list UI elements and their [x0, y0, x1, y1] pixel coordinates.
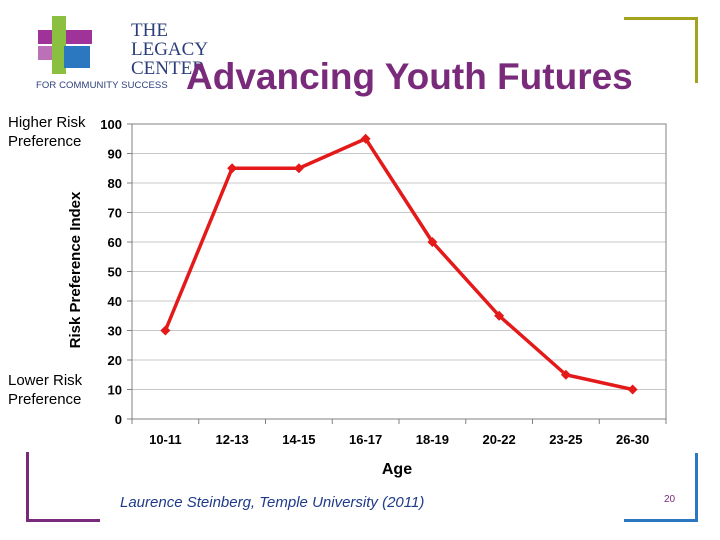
data-point-14-15 — [293, 163, 304, 174]
logo-line-3: CENTER — [131, 58, 205, 79]
x-tick-label-12-13: 12-13 — [216, 432, 249, 447]
y-tick-labels: 0 10 20 30 40 50 60 70 80 90 100 — [100, 117, 122, 427]
corner-decoration-top-right — [624, 17, 698, 20]
y-tick-label-0: 0 — [115, 412, 122, 427]
corner-decoration-top-right-vertical — [695, 17, 698, 83]
logo-line-1: THE — [131, 20, 168, 41]
data-point-12-13 — [227, 163, 238, 174]
y-tick-label-70: 70 — [108, 206, 122, 221]
x-tick-label-18-19: 18-19 — [416, 432, 449, 447]
y-tick-label-100: 100 — [100, 117, 122, 132]
corner-decoration-bottom-left-horizontal — [26, 519, 100, 522]
legacy-center-logo: THE LEGACY CENTER — [34, 16, 208, 94]
slide-number: 20 — [664, 494, 676, 505]
data-point-18-19 — [427, 237, 438, 247]
y-tick-label-50: 50 — [108, 265, 122, 280]
logo-cross-icon — [38, 16, 92, 74]
lower-risk-label: Lower Risk Preference — [8, 372, 83, 408]
y-axis-title: Risk Preference Index — [67, 191, 84, 348]
corner-decoration-bottom-right — [624, 519, 698, 522]
logo-line-2: LEGACY — [131, 39, 209, 60]
y-tick-label-90: 90 — [108, 147, 122, 162]
axes — [127, 123, 667, 424]
data-series — [160, 133, 638, 395]
x-tick-label-14-15: 14-15 — [282, 432, 315, 447]
corner-decoration-bottom-left — [26, 452, 29, 522]
y-tick-label-10: 10 — [108, 383, 122, 398]
data-point-10-11 — [160, 325, 171, 336]
data-point-20-22 — [494, 310, 505, 321]
higher-risk-label: Higher Risk Preference — [8, 114, 86, 150]
y-tick-label-60: 60 — [108, 235, 122, 250]
y-tick-label-40: 40 — [108, 294, 122, 309]
series-line-0 — [163, 137, 634, 392]
data-point-16-17 — [360, 133, 371, 144]
source-credit: Laurence Steinberg, Temple University (2… — [120, 494, 425, 511]
x-tick-label-26-30: 26-30 — [616, 432, 649, 447]
x-tick-label-16-17: 16-17 — [349, 432, 382, 447]
x-axis-title: Age — [382, 461, 412, 478]
logo-tagline: FOR COMMUNITY SUCCESS — [36, 80, 168, 91]
y-tick-label-30: 30 — [108, 324, 122, 339]
data-point-26-30 — [627, 384, 638, 395]
slide-title: Advancing Youth Futures — [186, 56, 633, 97]
grid-lines — [132, 123, 666, 390]
x-tick-labels: 10-11 12-13 14-15 16-17 18-19 20-22 23-25 26-30 — [149, 432, 649, 447]
x-tick-label-10-11: 10-11 — [149, 432, 182, 447]
x-tick-label-23-25: 23-25 — [549, 432, 582, 447]
y-tick-label-20: 20 — [108, 353, 122, 368]
data-point-23-25 — [560, 369, 571, 380]
x-tick-label-20-22: 20-22 — [483, 432, 516, 447]
y-tick-label-80: 80 — [108, 176, 122, 191]
corner-decoration-bottom-right-vertical — [695, 453, 698, 522]
